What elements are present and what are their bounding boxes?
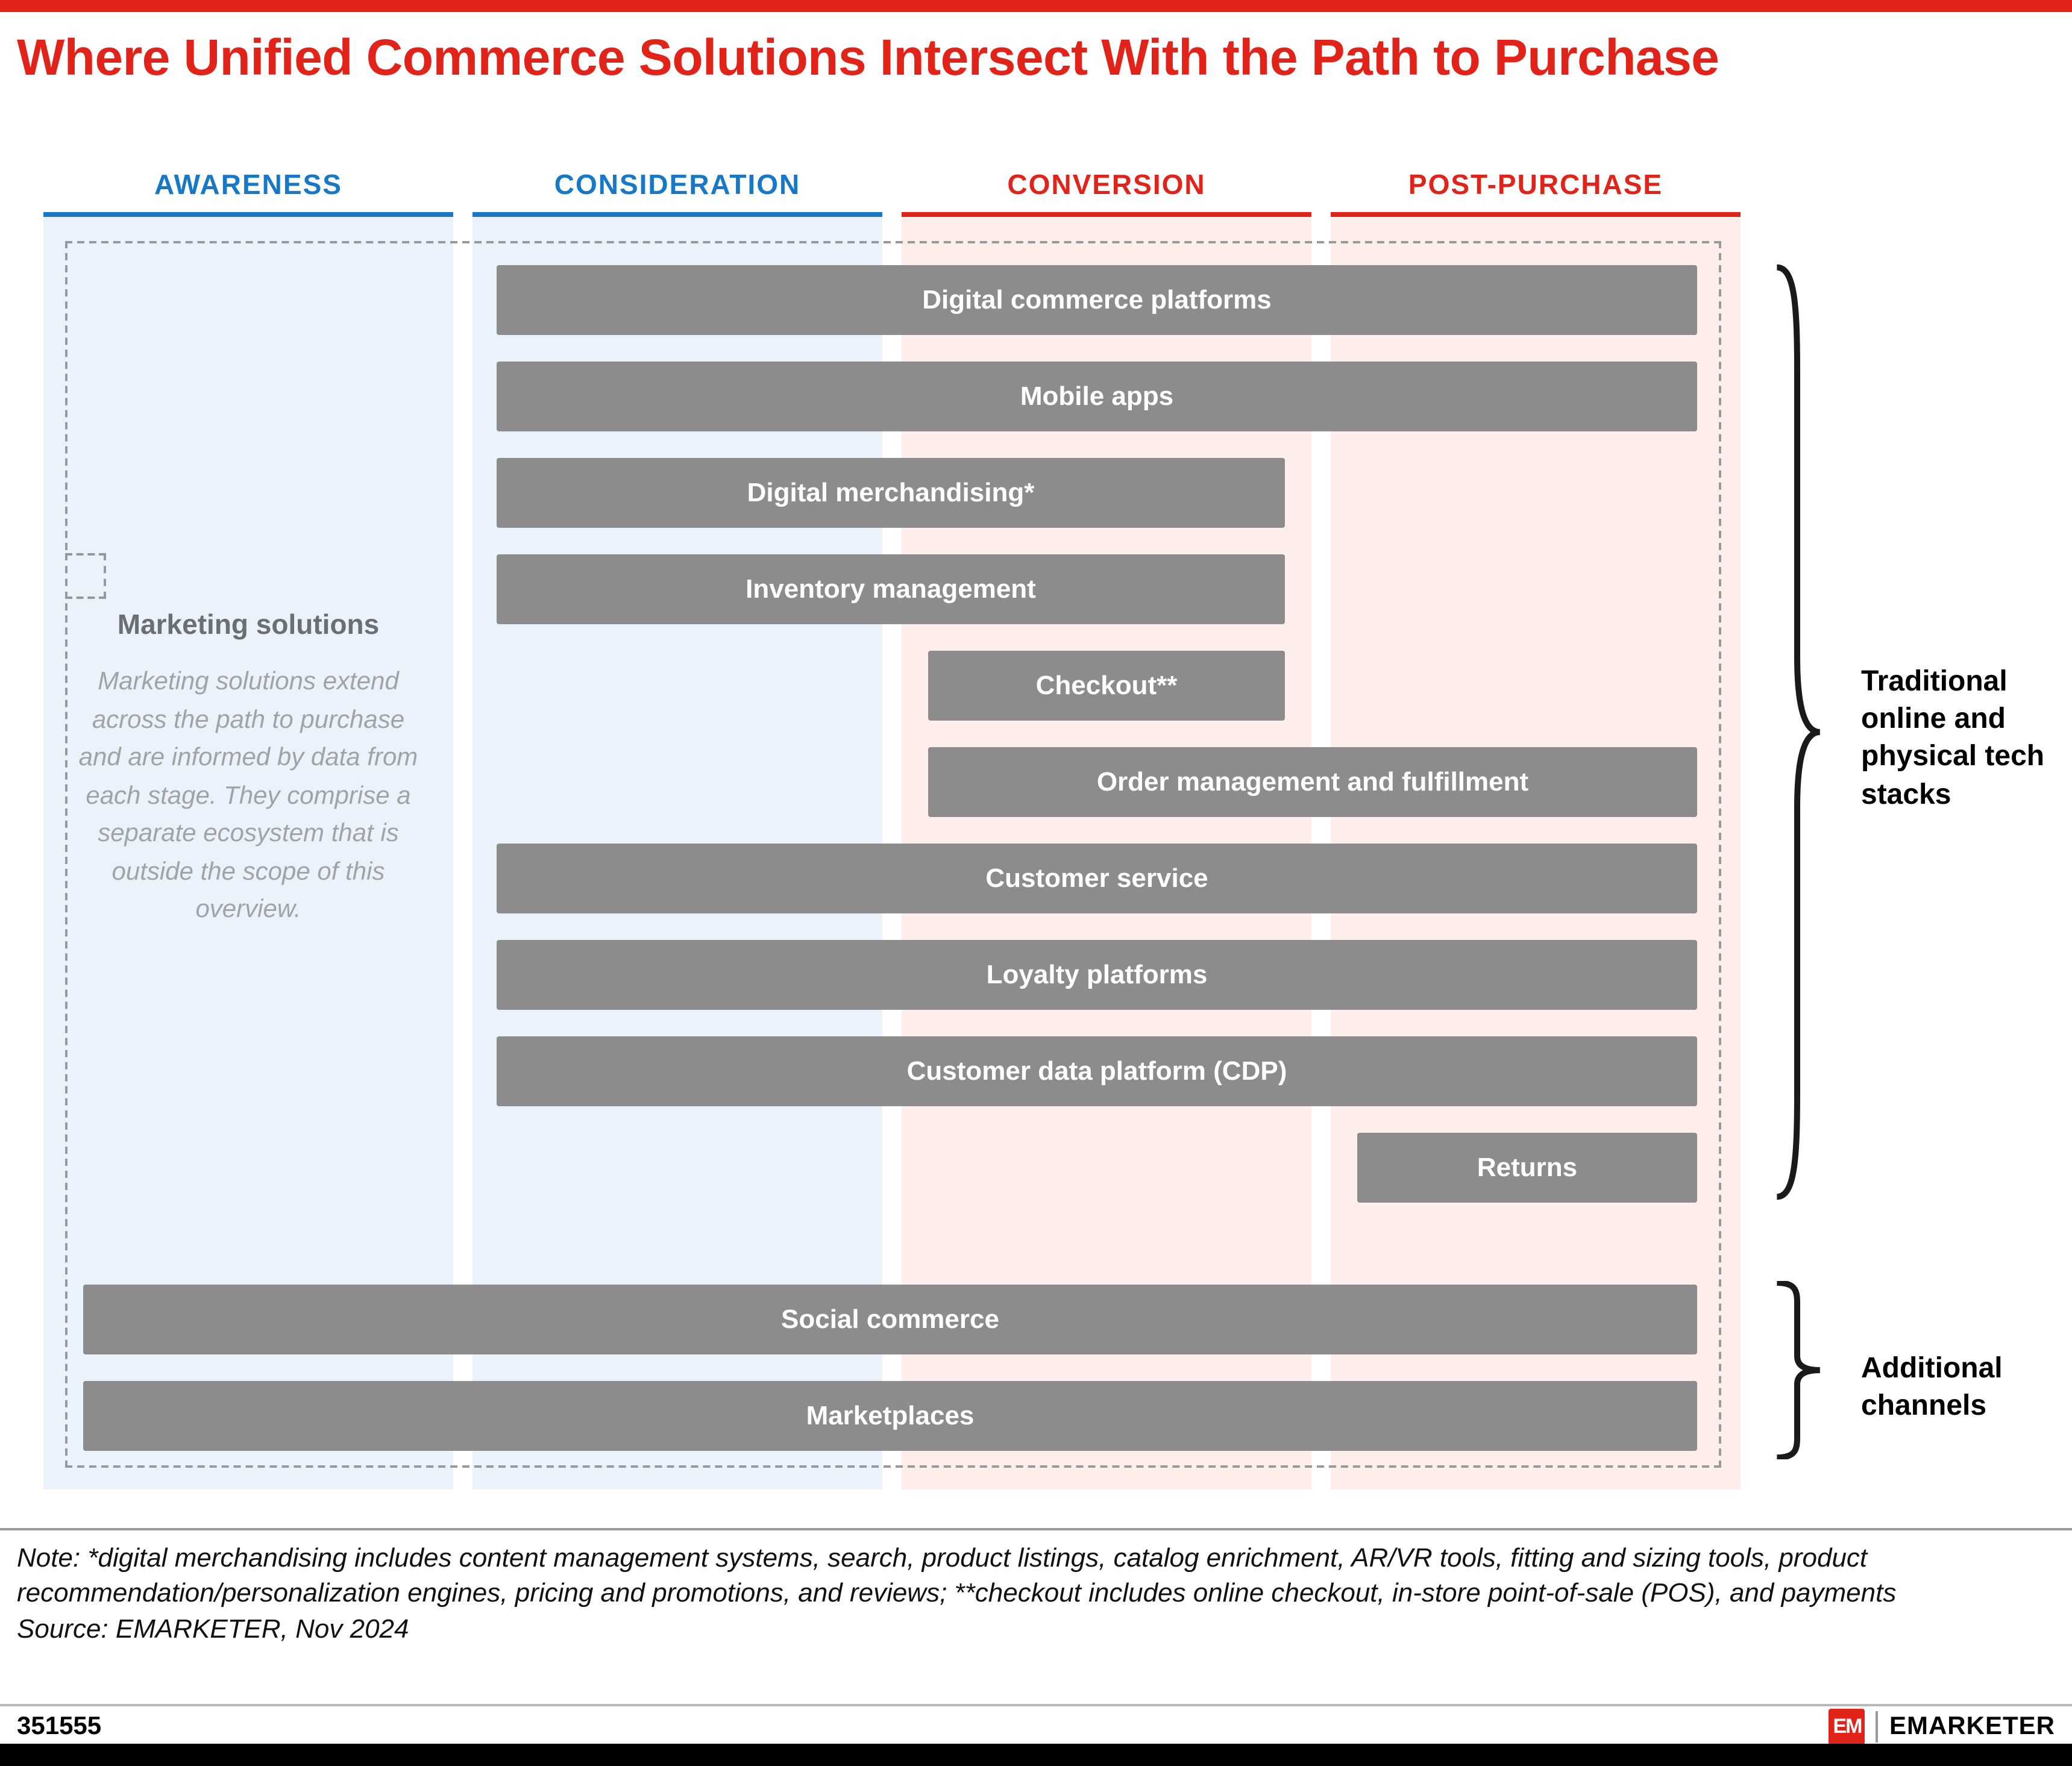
solution-bar-returns: Returns	[1357, 1133, 1697, 1203]
tech-stacks-brace	[1772, 258, 1822, 1206]
stage-header-awareness: AWARENESS	[43, 169, 453, 217]
logo-divider	[1876, 1711, 1879, 1743]
note-divider	[0, 1528, 2072, 1530]
bottom-accent-bar	[0, 1744, 2072, 1766]
tech-stacks-label: Traditional online and physical tech sta…	[1861, 665, 2045, 811]
solutions-dashed-outline	[65, 241, 1721, 1468]
footnote-text: Note: *digital merchandising includes co…	[17, 1542, 1897, 1608]
solution-bar-customer-data-platform: Customer data platform (CDP)	[497, 1036, 1697, 1106]
stage-column-awareness	[43, 214, 453, 1489]
additional-channels-label: Additional channels	[1861, 1352, 2003, 1423]
solution-bar-marketplaces: Marketplaces	[83, 1381, 1697, 1451]
emarketer-logo-text: EMARKETER	[1889, 1712, 2055, 1740]
marketing-solutions-description: Marketing solutions extend across the pa…	[78, 668, 418, 923]
marketing-solutions-block: Marketing solutions Marketing solutions …	[77, 609, 419, 928]
page-title: Where Unified Commerce Solutions Interse…	[17, 29, 1719, 86]
solution-bar-digital-merchandising: Digital merchandising*	[497, 458, 1285, 528]
top-accent-bar	[0, 0, 2072, 12]
solution-bar-mobile-apps: Mobile apps	[497, 362, 1697, 431]
solution-bar-loyalty-platforms: Loyalty platforms	[497, 940, 1697, 1010]
source-text: Source: EMARKETER, Nov 2024	[17, 1613, 409, 1643]
stage-header-post-purchase: POST-PURCHASE	[1331, 169, 1741, 217]
solution-bar-checkout: Checkout**	[928, 651, 1285, 721]
additional-channels-brace	[1772, 1281, 1822, 1459]
solution-bar-order-management: Order management and fulfillment	[928, 747, 1697, 817]
marketing-solutions-tab	[65, 553, 106, 599]
solution-bar-social-commerce: Social commerce	[83, 1285, 1697, 1354]
emarketer-logo: EM EMARKETER	[1829, 1709, 2055, 1745]
solution-bar-customer-service: Customer service	[497, 844, 1697, 913]
footer-divider	[0, 1704, 2072, 1706]
solution-bar-digital-commerce-platforms: Digital commerce platforms	[497, 265, 1697, 335]
marketing-solutions-heading: Marketing solutions	[117, 609, 380, 640]
footnote-block: Note: *digital merchandising includes co…	[17, 1540, 2056, 1646]
solution-bar-inventory-management: Inventory management	[497, 554, 1285, 624]
stage-header-conversion: CONVERSION	[902, 169, 1311, 217]
stage-header-consideration: CONSIDERATION	[472, 169, 882, 217]
emarketer-logo-icon: EM	[1829, 1709, 1865, 1745]
chart-id: 351555	[17, 1712, 102, 1740]
